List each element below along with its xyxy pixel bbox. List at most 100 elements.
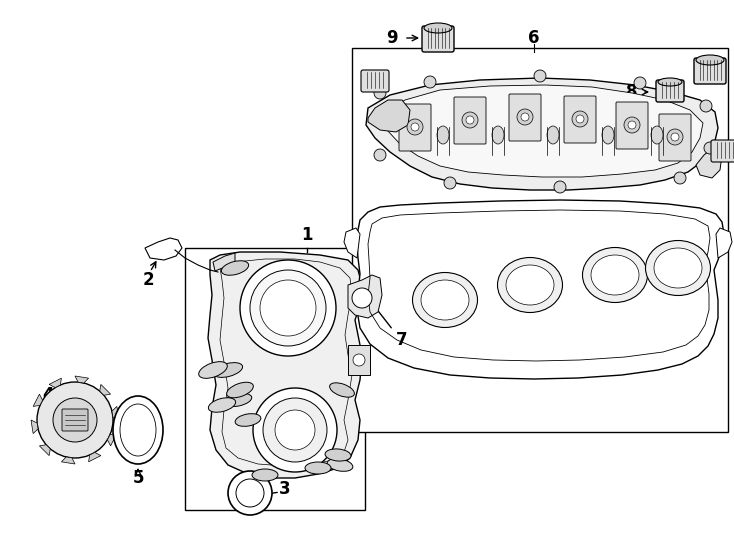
Polygon shape [33,394,43,407]
Polygon shape [344,228,360,258]
Circle shape [240,260,336,356]
Circle shape [521,113,529,121]
Ellipse shape [651,126,663,144]
Circle shape [53,398,97,442]
Ellipse shape [208,398,236,412]
Polygon shape [62,457,75,464]
Bar [185,248,365,510]
Text: 1: 1 [301,226,313,244]
Ellipse shape [330,383,355,397]
Ellipse shape [547,126,559,144]
Polygon shape [348,275,382,318]
Polygon shape [145,238,182,260]
FancyBboxPatch shape [454,97,486,144]
Ellipse shape [506,265,554,305]
Circle shape [263,398,327,462]
Circle shape [250,270,326,346]
Circle shape [554,181,566,193]
Text: 4: 4 [42,386,54,404]
Polygon shape [696,145,722,178]
Ellipse shape [327,458,353,471]
Text: 5: 5 [132,469,144,487]
Polygon shape [112,407,119,420]
Ellipse shape [602,126,614,144]
Circle shape [462,112,478,128]
Circle shape [634,77,646,89]
Ellipse shape [222,261,249,275]
Polygon shape [213,253,235,271]
Ellipse shape [591,255,639,295]
Circle shape [628,121,636,129]
Circle shape [352,288,372,308]
Circle shape [407,119,423,135]
Ellipse shape [305,462,331,474]
Circle shape [624,117,640,133]
Circle shape [374,87,386,99]
FancyBboxPatch shape [616,102,648,149]
Text: 6: 6 [528,29,539,47]
Ellipse shape [583,247,647,302]
Ellipse shape [654,248,702,288]
Polygon shape [107,434,117,446]
Polygon shape [100,384,111,395]
Circle shape [700,100,712,112]
Polygon shape [31,420,38,434]
Ellipse shape [492,126,504,144]
Polygon shape [366,78,718,190]
FancyBboxPatch shape [509,94,541,141]
Circle shape [374,149,386,161]
Ellipse shape [235,414,261,426]
Circle shape [37,382,113,458]
Ellipse shape [252,469,278,481]
Text: 7: 7 [396,331,408,349]
Circle shape [353,354,365,366]
Circle shape [253,388,337,472]
Ellipse shape [113,396,163,464]
Circle shape [704,142,716,154]
Ellipse shape [645,240,711,295]
Circle shape [576,115,584,123]
FancyBboxPatch shape [422,26,454,52]
Ellipse shape [120,404,156,456]
Polygon shape [368,100,410,132]
Polygon shape [208,252,362,478]
Circle shape [466,116,474,124]
Circle shape [572,111,588,127]
Circle shape [236,479,264,507]
FancyBboxPatch shape [694,58,726,84]
FancyBboxPatch shape [711,140,734,162]
Circle shape [228,471,272,515]
Polygon shape [357,200,724,379]
Ellipse shape [437,126,449,144]
Ellipse shape [214,363,242,377]
Circle shape [260,280,316,336]
Circle shape [667,129,683,145]
Ellipse shape [696,55,724,65]
Ellipse shape [413,273,478,327]
Bar [348,345,370,375]
Ellipse shape [225,394,252,407]
Circle shape [534,70,546,82]
Polygon shape [40,445,50,456]
FancyBboxPatch shape [659,114,691,161]
FancyBboxPatch shape [361,70,389,92]
Ellipse shape [658,78,682,86]
Circle shape [424,76,436,88]
Polygon shape [49,378,62,388]
Text: 9: 9 [386,29,398,47]
Text: 2: 2 [142,271,154,289]
Circle shape [444,177,456,189]
Polygon shape [716,228,732,258]
Ellipse shape [325,449,351,461]
Text: 8: 8 [626,83,638,101]
Polygon shape [382,85,703,177]
Ellipse shape [199,362,228,379]
Circle shape [275,410,315,450]
Text: 3: 3 [279,480,291,498]
Circle shape [671,133,679,141]
Polygon shape [75,376,89,383]
Ellipse shape [227,382,253,398]
Ellipse shape [421,280,469,320]
Polygon shape [89,453,101,462]
Circle shape [517,109,533,125]
